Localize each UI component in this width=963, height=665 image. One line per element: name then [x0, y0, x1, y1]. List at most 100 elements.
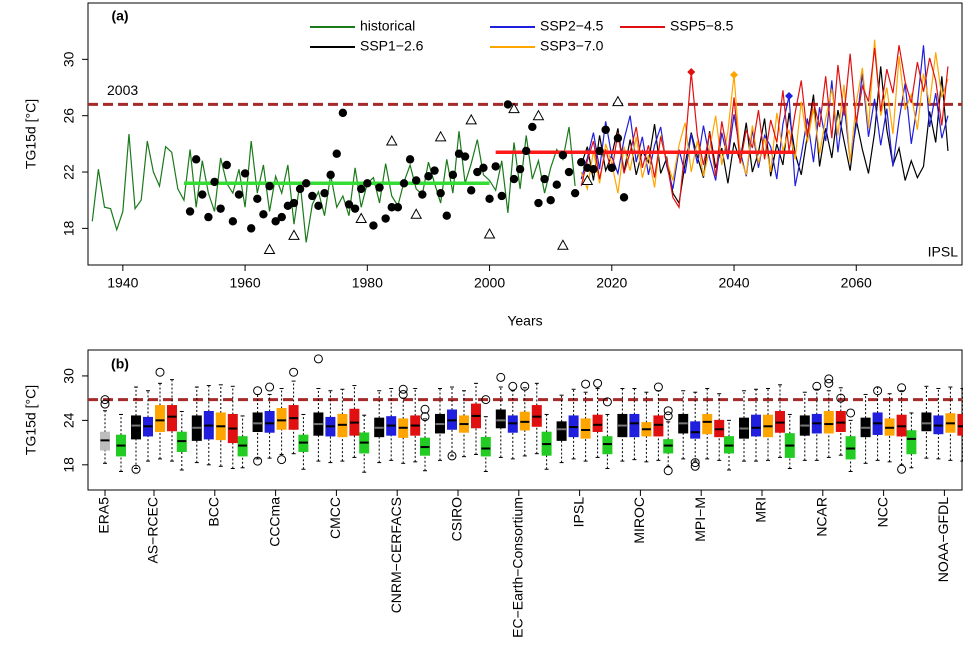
observed-point [522, 146, 531, 156]
observed-point [259, 210, 268, 219]
observed-point [564, 167, 574, 177]
observed-point [607, 163, 616, 173]
x-axis-title: Years [507, 313, 542, 329]
outlier [100, 395, 110, 405]
box [252, 412, 263, 432]
outlier [289, 367, 299, 377]
observed-point [503, 100, 513, 109]
box [906, 430, 917, 455]
outlier [690, 461, 700, 471]
x-tick-label: MPI−M [692, 497, 708, 542]
observed-point [613, 134, 623, 143]
box [580, 418, 591, 439]
x-tick-label: 2040 [718, 275, 749, 291]
outlier [897, 383, 907, 393]
outlier [253, 456, 263, 466]
observed-point [204, 212, 213, 222]
outlier [663, 411, 673, 421]
triangle-point [263, 243, 276, 255]
triangle-point [508, 102, 520, 114]
labels: 18 22 26 30 1940 1960 1980 2000 2020 2040 2060 Year… [23, 8, 959, 638]
observed-point [222, 160, 231, 170]
x-tick-label: CMCC [327, 497, 343, 539]
observed-point [198, 190, 207, 199]
x-tick-label: CNRM−CERFACS [388, 497, 404, 613]
triangle-point [355, 212, 368, 224]
observed-point [558, 150, 568, 160]
x-tick-label: 1960 [229, 275, 260, 291]
observed-point [509, 174, 519, 184]
box [602, 436, 613, 455]
box [690, 421, 701, 439]
triangle-point [465, 113, 478, 125]
box [495, 409, 506, 429]
observed-point [412, 176, 421, 185]
triangle-point [483, 227, 496, 239]
y-tick-label: 30 [61, 368, 77, 384]
box [276, 408, 287, 430]
box [957, 413, 963, 436]
observed-point [332, 149, 341, 158]
outlier [663, 406, 673, 416]
outlier [100, 399, 110, 409]
observed-point [246, 224, 256, 233]
triangle-point [612, 95, 624, 107]
x-tick-label: CSIRO [449, 497, 465, 541]
observed-point [577, 157, 586, 167]
legend-label: historical [360, 18, 415, 34]
outlier [420, 404, 430, 414]
observed-point [253, 194, 262, 203]
observed-point [528, 122, 537, 132]
observed-point [308, 191, 317, 201]
outlier [481, 395, 491, 405]
peak-marker [730, 70, 739, 79]
outlier [653, 382, 663, 392]
outlier [663, 466, 673, 476]
outlier [277, 455, 287, 465]
outlier [690, 458, 700, 468]
observed-point [357, 184, 366, 194]
outlier [812, 381, 822, 391]
box [592, 414, 603, 432]
outlier [873, 386, 883, 396]
box [835, 410, 846, 432]
box [823, 410, 834, 434]
x-tick-label: MRI [753, 497, 769, 523]
observed-point [375, 183, 384, 192]
outlier [602, 397, 612, 407]
legend-label: SSP3−7.0 [540, 38, 604, 54]
outlier [581, 379, 591, 389]
observed-point [185, 207, 195, 216]
box [131, 415, 141, 440]
box [751, 414, 761, 437]
outlier [824, 374, 834, 384]
box [556, 421, 567, 441]
x-tick-label: 2020 [596, 275, 627, 291]
y-tick-label: 18 [61, 457, 77, 473]
outlier [897, 464, 907, 474]
outlier [398, 389, 408, 399]
triangle-point [532, 109, 545, 121]
outlier [447, 451, 457, 461]
observed-point [289, 198, 299, 208]
outlier [508, 381, 518, 391]
observed-point [320, 188, 329, 198]
observed-point [381, 214, 390, 223]
x-tick-label: 2060 [841, 275, 872, 291]
observed-point [473, 167, 482, 177]
observed-point [228, 217, 238, 226]
triangle-point [581, 174, 594, 185]
outlier [131, 464, 141, 474]
peak-marker [687, 68, 696, 77]
observed-point [534, 198, 543, 208]
observed-point [430, 166, 439, 175]
triangle-point [434, 130, 447, 142]
x-tick-label: NCAR [814, 497, 830, 537]
box [167, 405, 177, 432]
panel-label: (b) [111, 356, 129, 372]
box [921, 412, 932, 432]
x-tick-label: 1980 [352, 275, 383, 291]
y-tick-label: 18 [61, 220, 77, 236]
observed-point [601, 125, 610, 134]
outlier [824, 378, 834, 388]
